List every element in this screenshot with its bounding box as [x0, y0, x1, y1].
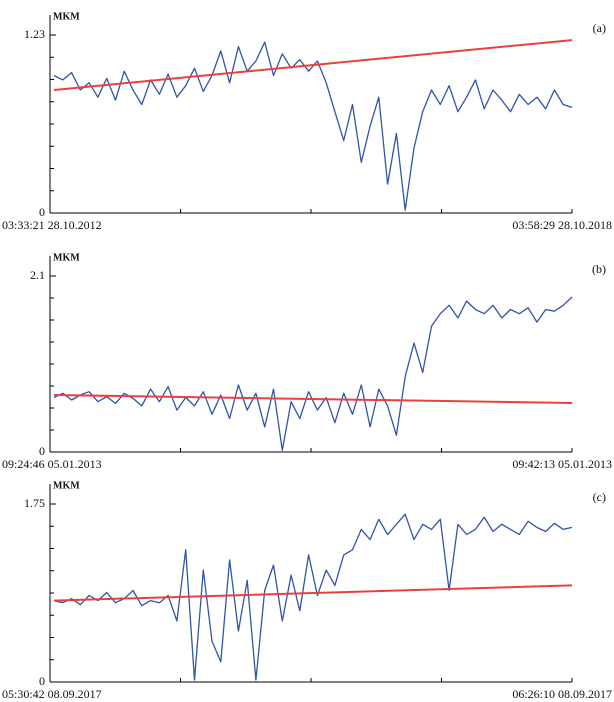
- x-tick-label: 03:58:29 28.10.2018: [512, 218, 612, 232]
- x-tick-label: 05:30:42 08.09.2017: [2, 687, 102, 701]
- y-tick-label: 0: [39, 205, 45, 219]
- y-tick-label: 0: [39, 444, 45, 458]
- signal-line: [53, 513, 573, 681]
- x-tick-label: 09:24:46 05.01.2013: [2, 457, 102, 471]
- y-tick-label: 1.75: [24, 496, 45, 510]
- panel-label: (b): [592, 262, 606, 276]
- signal-line: [53, 296, 573, 451]
- panel-label: (a): [593, 21, 606, 35]
- signal-line: [53, 41, 573, 211]
- panel-label: (c): [593, 490, 606, 504]
- x-tick-label: 06:26:10 08.09.2017: [512, 687, 612, 701]
- trend-line: [53, 584, 573, 602]
- trend-line: [53, 39, 573, 91]
- trend-line: [53, 394, 573, 404]
- y-axis-label: MKM: [53, 252, 80, 263]
- y-axis-label: MKM: [53, 480, 80, 491]
- y-tick-label: 0: [39, 674, 45, 688]
- y-axis-label: MKM: [53, 11, 80, 22]
- y-tick-label: 1.23: [24, 27, 45, 41]
- x-tick-label: 09:42:13 05.01.2013: [512, 457, 612, 471]
- x-tick-label: 03:33:21 28.10.2012: [2, 218, 102, 232]
- y-tick-label: 2.1: [30, 268, 45, 282]
